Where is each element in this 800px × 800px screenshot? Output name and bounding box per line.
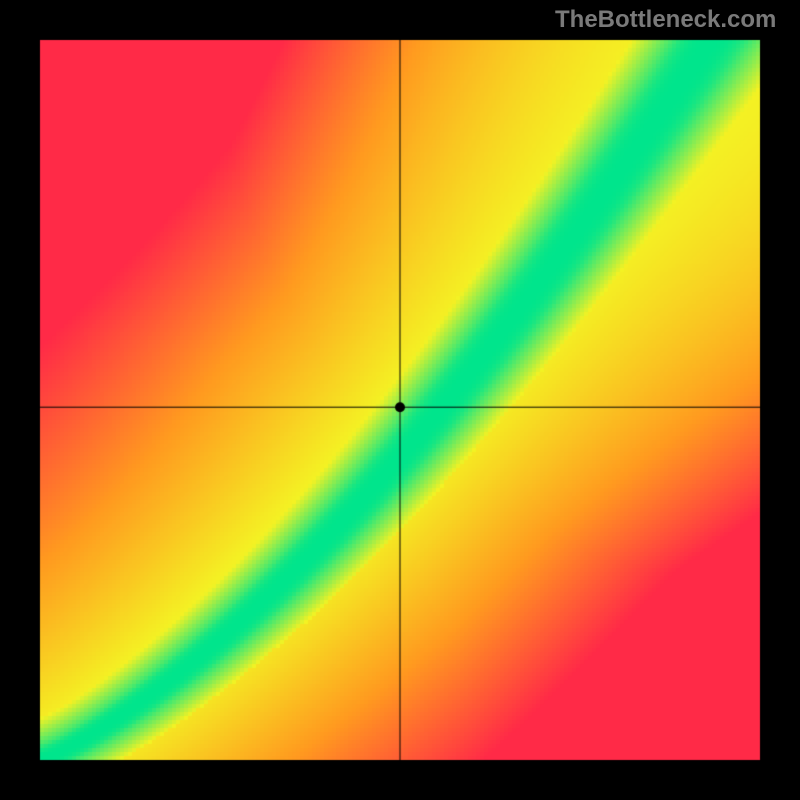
- watermark-text: TheBottleneck.com: [555, 6, 776, 34]
- bottleneck-heatmap: [0, 0, 800, 800]
